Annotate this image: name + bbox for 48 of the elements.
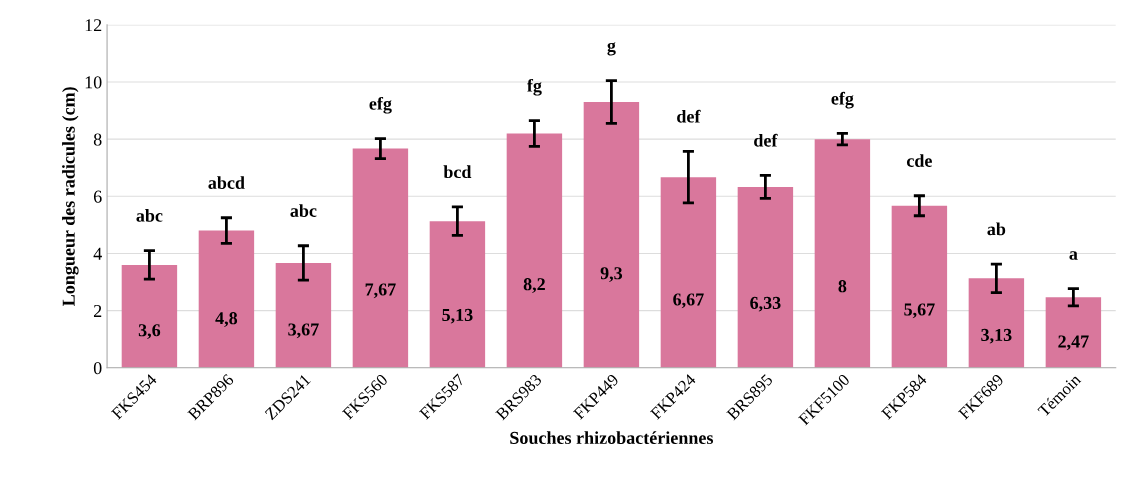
annotation: a [1069,251,1078,260]
data-label: 3,67 [288,323,319,339]
data-label: 6,67 [673,293,704,309]
bar [506,133,563,368]
y-tick-label: 4 [93,247,102,260]
data-label: 3,13 [981,328,1012,344]
data-label: 6,33 [750,296,781,312]
bar [198,230,255,368]
bar [737,186,794,368]
data-label: 5,13 [442,308,473,324]
bar [583,102,640,368]
x-axis-title: Souches rhizobactériennes [510,431,714,445]
annotation: efg [831,91,854,109]
annotation: ab [987,222,1006,236]
bar [814,139,871,368]
annotation: abcd [208,176,245,189]
bar [275,262,332,368]
data-label: 3,6 [138,324,161,339]
y-tick-label: 0 [93,362,102,375]
y-tick-label: 2 [93,304,102,317]
annotation: def [677,109,701,123]
bar [429,221,486,368]
data-label: 8,2 [523,278,545,293]
y-tick-label: 8 [93,133,102,146]
annotation: g [607,42,616,56]
data-label: 9,3 [600,267,623,282]
annotation: def [754,133,778,147]
y-tick-label: 10 [85,76,102,89]
annotation: fg [527,78,542,96]
annotation: abc [136,209,163,222]
data-label: 8 [838,280,847,293]
bar [891,205,948,368]
bar [968,278,1025,368]
y-tick-label: 12 [85,19,102,32]
y-axis-title: Longueur des radicules (cm) [62,87,79,306]
data-label: 7,67 [365,283,396,299]
data-label: 5,67 [904,303,935,319]
y-tick-label: 6 [93,190,102,203]
data-label: 4,8 [215,312,238,327]
data-label: 2,47 [1058,335,1089,351]
annotation: bcd [443,165,472,179]
bar [660,177,717,368]
annotation: efg [369,96,392,114]
bar [1045,297,1102,368]
annotation: cde [906,154,932,167]
bar [352,148,409,368]
bar [121,264,178,368]
annotation: abc [290,204,317,217]
